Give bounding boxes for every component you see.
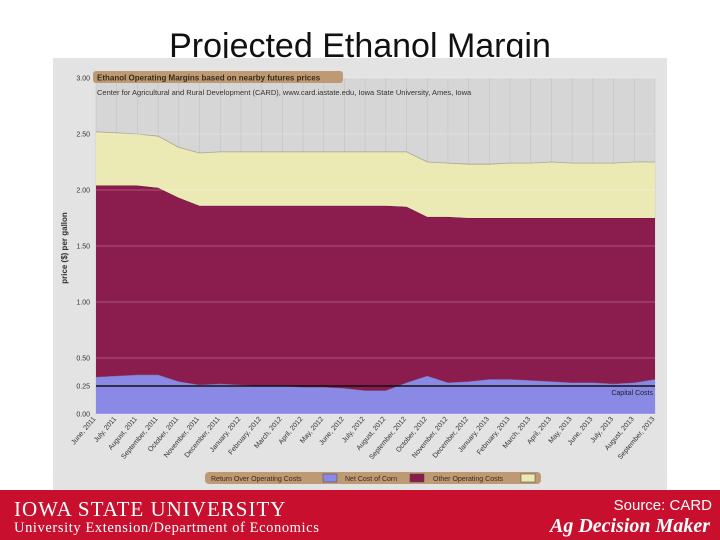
chart-subtitle: Center for Agricultural and Rural Develo… xyxy=(97,88,472,97)
footer-bar xyxy=(0,490,720,540)
y-tick-label: 1.50 xyxy=(76,244,90,251)
y-tick-label: 0.50 xyxy=(76,356,90,363)
y-tick-label: 2.50 xyxy=(76,132,90,139)
reference-line-label-0: Capital Costs xyxy=(611,390,653,397)
source-credit: Source: CARD xyxy=(613,497,712,514)
chart-svg: Capital Costs 0.00 0.25 0.50 1.00 1.50 2.00 2.… xyxy=(53,58,667,490)
reference-layer: Capital Costs xyxy=(96,385,655,397)
y-tick-label: 3.00 xyxy=(76,76,90,83)
legend-label-other: Other Operating Costs xyxy=(433,476,504,483)
footer-subtitle: University Extension/Department of Econo… xyxy=(14,520,320,536)
area-series-2 xyxy=(96,131,655,218)
y-tick-label: 0.25 xyxy=(76,384,90,391)
legend-label-return: Return Over Operating Costs xyxy=(211,476,302,483)
legend-swatch-return xyxy=(322,473,338,483)
brand-logo: Ag Decision Maker xyxy=(550,515,710,537)
chart-title: Ethanol Operating Margins based on nearb… xyxy=(97,74,321,83)
chart-title-badge xyxy=(93,71,343,83)
chart-legend: Return Over Operating Costs Net Cost of … xyxy=(205,472,541,484)
chart-header: Ethanol Operating Margins based on nearb… xyxy=(93,71,472,97)
area-series-2-edge xyxy=(95,131,655,165)
isu-logo: IOWA STATE UNIVERSITY xyxy=(14,497,287,521)
chart-panel: Capital Costs 0.00 0.25 0.50 1.00 1.50 2.00 2.… xyxy=(53,58,667,490)
area-series-1 xyxy=(96,185,655,391)
area-layer xyxy=(95,77,656,415)
y-tick-label: 0.00 xyxy=(76,412,90,419)
legend-swatch-other xyxy=(520,473,536,483)
y-tick-label: 2.00 xyxy=(76,188,90,195)
y-tick-layer: 0.00 0.25 0.50 1.00 1.50 2.00 2.50 3.00 xyxy=(76,76,90,419)
legend-background xyxy=(205,472,541,484)
y-tick-label: 1.00 xyxy=(76,300,90,307)
y-axis-label: price ($) per gallon xyxy=(60,212,69,284)
legend-label-corn: Net Cost of Corn xyxy=(345,476,397,483)
legend-swatch-corn xyxy=(409,473,425,483)
area-series-0 xyxy=(96,374,655,414)
